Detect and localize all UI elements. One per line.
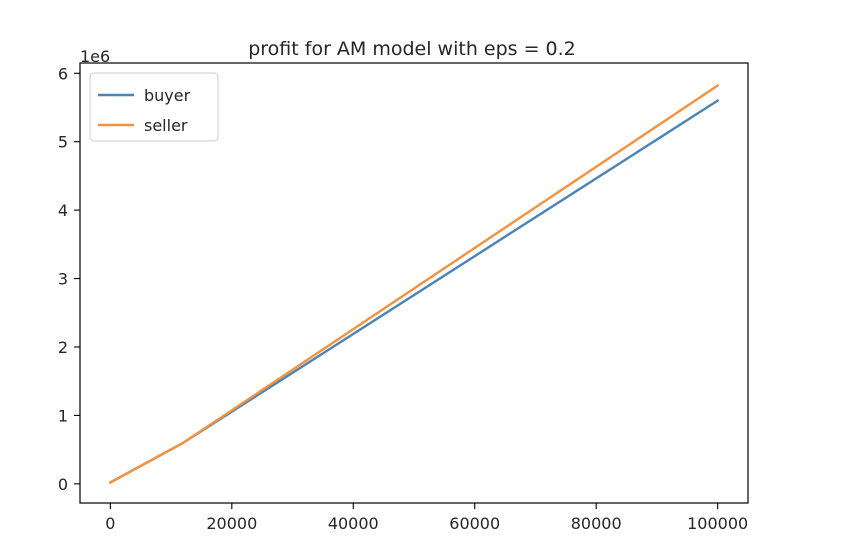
- axes-frame: [79, 62, 749, 504]
- x-tick-label: 100000: [687, 514, 748, 533]
- series-line-seller: [108, 83, 720, 485]
- y-tick-label: 0: [58, 475, 68, 494]
- legend: buyer seller: [89, 72, 219, 142]
- y-tick-label: 3: [58, 270, 68, 289]
- x-tick-label: 20000: [206, 514, 257, 533]
- legend-label-seller: seller: [144, 116, 188, 135]
- chart-title: profit for AM model with eps = 0.2: [248, 38, 576, 60]
- x-tick-label: 40000: [328, 514, 379, 533]
- axes-layer: 0 20000 40000 60000 80000 100000 0 1 2 3 4 5 6: [58, 62, 749, 533]
- y-tick-label: 4: [58, 201, 68, 220]
- y-tick-label: 6: [58, 64, 68, 83]
- y-tick-label: 2: [58, 338, 68, 357]
- y-offset-label: 1e6: [80, 47, 110, 66]
- x-tick-label: 0: [105, 514, 115, 533]
- legend-label-buyer: buyer: [144, 86, 191, 105]
- series-line-buyer: [108, 98, 720, 485]
- series-layer: [108, 83, 720, 485]
- y-tick-label: 5: [58, 133, 68, 152]
- x-tick-label: 80000: [571, 514, 622, 533]
- x-tick-label: 60000: [449, 514, 500, 533]
- y-tick-label: 1: [58, 406, 68, 425]
